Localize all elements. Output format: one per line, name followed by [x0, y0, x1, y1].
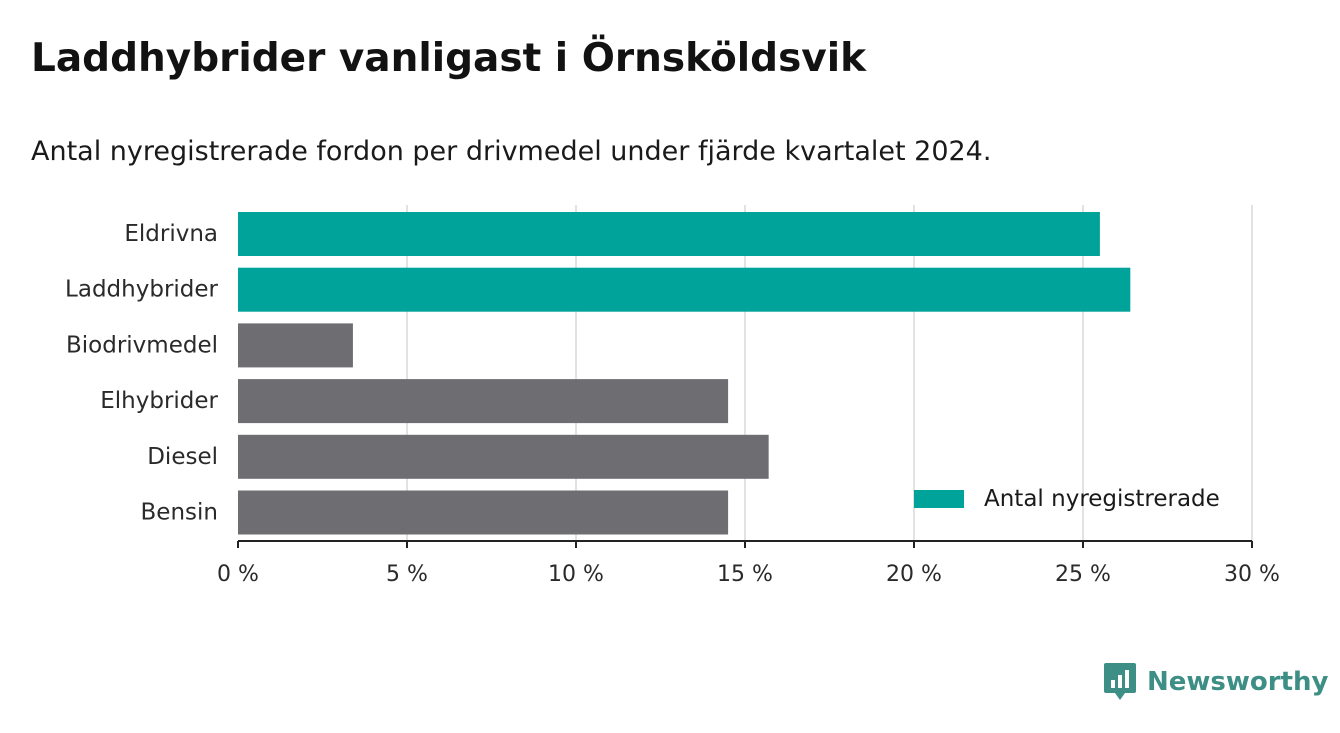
bar: [238, 212, 1100, 256]
legend-label: Antal nyregistrerade: [984, 486, 1220, 512]
newsworthy-logo-icon: [1104, 663, 1136, 700]
chart-subtitle: Antal nyregistrerade fordon per drivmede…: [31, 136, 992, 167]
bar: [238, 379, 729, 424]
category-label: Laddhybrider: [65, 277, 218, 303]
category-label: Eldrivna: [124, 221, 218, 247]
bar: [238, 434, 769, 479]
bar: [238, 267, 1131, 312]
legend-swatch: [914, 490, 964, 508]
x-tick-label: 10 %: [548, 562, 604, 587]
x-tick-label: 25 %: [1055, 562, 1111, 587]
x-tick-label: 0 %: [217, 562, 259, 587]
category-label: Biodrivmedel: [66, 332, 218, 358]
x-tick-label: 30 %: [1224, 562, 1280, 587]
x-tick-label: 20 %: [886, 562, 942, 587]
category-label: Diesel: [147, 444, 218, 470]
category-label: Elhybrider: [100, 388, 218, 414]
bar: [238, 323, 353, 368]
x-tick-label: 15 %: [717, 562, 773, 587]
category-label: Bensin: [141, 500, 218, 526]
chart-title: Laddhybrider vanligast i Örnsköldsvik: [31, 36, 867, 81]
brand-logo: Newsworthy: [1103, 662, 1328, 702]
bar: [238, 490, 729, 535]
brand-name: Newsworthy: [1147, 667, 1329, 697]
x-tick-label: 5 %: [386, 562, 428, 587]
